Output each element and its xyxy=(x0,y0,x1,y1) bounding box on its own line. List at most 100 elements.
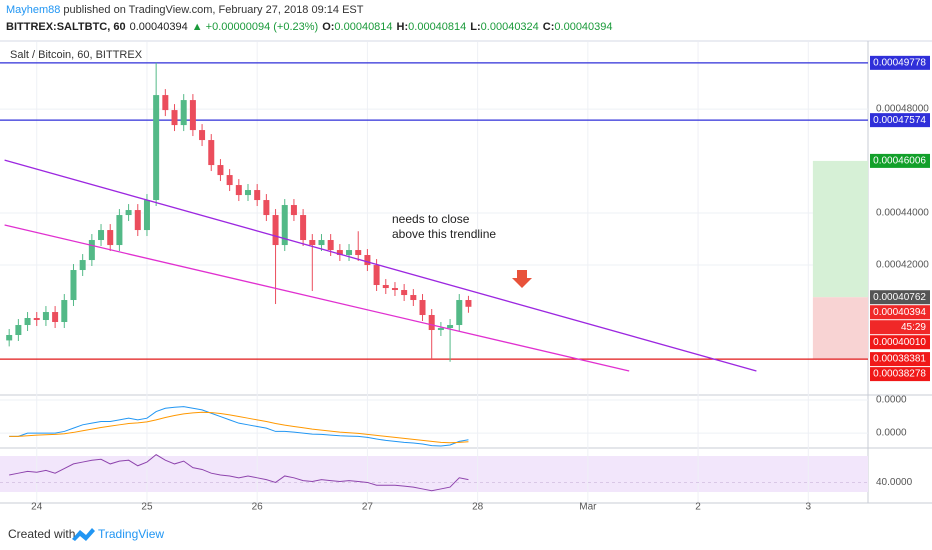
candle-body xyxy=(437,328,444,331)
candle-body xyxy=(189,100,196,131)
candle-body xyxy=(125,210,132,216)
candle-body xyxy=(456,300,463,326)
candle-body xyxy=(134,210,141,231)
candle-body xyxy=(6,335,13,341)
candle-body xyxy=(281,205,288,246)
macd-line xyxy=(9,411,469,444)
rsi-band xyxy=(0,456,868,492)
candle-body xyxy=(346,250,353,256)
x-tick-label: 25 xyxy=(141,502,153,513)
candle-body xyxy=(88,240,95,261)
candle-body xyxy=(401,290,408,296)
candle-body xyxy=(162,95,169,111)
candle-body xyxy=(33,318,40,321)
candle-body xyxy=(373,265,380,286)
y-tick-label: 0.00042000 xyxy=(876,260,929,271)
change: ▲ +0.00000094 (+0.23%) xyxy=(192,21,318,33)
price-label: 0.00049778 xyxy=(873,57,926,68)
candle-body xyxy=(199,130,206,141)
last-price: 0.00040394 xyxy=(130,21,188,33)
annotation: above this trendline xyxy=(392,227,496,241)
candle-body xyxy=(226,175,233,186)
candle-body xyxy=(465,300,472,307)
candle-body xyxy=(290,205,297,216)
candle-body xyxy=(300,215,307,241)
x-tick-label: 28 xyxy=(472,502,484,513)
y-tick-label: 0.00048000 xyxy=(876,104,929,115)
candle-body xyxy=(153,95,160,201)
trendline xyxy=(4,159,757,372)
footer-text: Created with xyxy=(8,527,75,541)
candle-body xyxy=(52,312,59,323)
candle-body xyxy=(391,288,398,291)
x-tick-label: 2 xyxy=(695,502,701,513)
candle-body xyxy=(318,240,325,246)
y-tick-label: 40.0000 xyxy=(876,477,913,488)
x-tick-label: 26 xyxy=(252,502,264,513)
price-label: 0.00040762 xyxy=(873,292,926,303)
candle-body xyxy=(98,230,105,241)
rsi-line xyxy=(9,454,469,492)
price-label-box xyxy=(870,352,930,367)
published-line: published on TradingView.com, February 2… xyxy=(63,4,363,16)
candle-body xyxy=(364,255,371,266)
candle-body xyxy=(171,110,178,126)
author[interactable]: Mayhem88 xyxy=(6,4,60,16)
candle-body xyxy=(447,325,454,329)
ohlc-value: 0.00040324 xyxy=(481,21,539,33)
candle-body xyxy=(143,200,150,231)
price-label-box xyxy=(870,320,930,335)
price-label: 0.00046006 xyxy=(873,156,926,167)
candle-body xyxy=(309,240,316,246)
candle-body xyxy=(327,240,334,251)
candle-body xyxy=(245,190,251,196)
price-label: 0.00038381 xyxy=(873,354,926,365)
chart-title: Salt / Bitcoin, 60, BITTREX xyxy=(10,49,143,61)
candle-body xyxy=(116,215,123,246)
price-label: 0.00047574 xyxy=(873,115,926,126)
x-tick-label: 24 xyxy=(31,502,43,513)
candle-body xyxy=(254,190,261,201)
y-tick-label: 0.00044000 xyxy=(876,208,929,219)
price-label-box xyxy=(870,153,930,168)
ohlc-key: H: xyxy=(397,21,409,33)
overlay: 0.00049778 0.00047574 0.00046006 0.00040762… xyxy=(870,55,930,382)
symbol: BITTREX:SALTBTC, 60 xyxy=(6,21,126,33)
candle-body xyxy=(336,250,343,256)
candle-body xyxy=(79,260,86,271)
y-tick-label: 0.0000 xyxy=(876,428,907,439)
price-label-box xyxy=(870,113,930,128)
y-tick-label: 0.0000 xyxy=(876,395,907,406)
ohlc-value: 0.00040394 xyxy=(554,21,612,33)
candle-body xyxy=(410,295,417,301)
ohlc-key: O: xyxy=(322,21,334,33)
ohlc-key: L: xyxy=(470,21,480,33)
candle-body xyxy=(235,185,242,196)
candle-body xyxy=(15,325,22,336)
price-label: 0.00040394 xyxy=(873,307,926,318)
price-label-box xyxy=(870,55,930,70)
candle-body xyxy=(180,100,187,126)
candle-body xyxy=(61,300,68,323)
candle-body xyxy=(428,315,435,331)
candle-body xyxy=(272,215,279,246)
candle-body xyxy=(70,270,77,301)
candle-body xyxy=(263,200,270,216)
x-tick-label: 3 xyxy=(806,502,812,513)
price-label-box xyxy=(870,367,930,382)
marks xyxy=(0,62,868,492)
footer-brand[interactable]: TradingView xyxy=(98,527,164,541)
target-zone xyxy=(812,160,868,298)
ohlc-value: 0.00040814 xyxy=(334,21,392,33)
price-label-box xyxy=(870,290,930,305)
candle-body xyxy=(208,140,215,166)
candle-body xyxy=(107,230,114,246)
logo xyxy=(72,528,95,541)
x-tick-label: 27 xyxy=(362,502,374,513)
candle-body xyxy=(355,250,362,256)
price-label: 0.00040010 xyxy=(873,337,926,348)
macd-line xyxy=(9,406,469,447)
price-label-box xyxy=(870,305,930,320)
price-label-box xyxy=(870,335,930,350)
